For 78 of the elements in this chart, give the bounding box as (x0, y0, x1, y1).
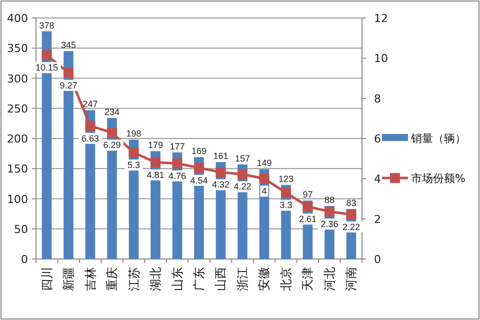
data-label: 2.36 (320, 219, 338, 230)
legend-label: 市场份额% (411, 172, 466, 185)
point (324, 206, 334, 217)
y2-tick-label: 10 (374, 52, 388, 66)
x-tick-label: 山西 (214, 267, 228, 291)
data-label: 234 (104, 107, 120, 118)
y2-tick-label: 4 (374, 172, 381, 186)
data-label: 6.29 (103, 140, 121, 150)
x-tick-label: 重庆 (105, 267, 120, 291)
data-label: 2.61 (298, 214, 317, 224)
data-label: 83 (346, 198, 356, 208)
data-label: 161 (213, 150, 228, 161)
data-label: 97 (302, 190, 313, 200)
point (302, 202, 313, 212)
y-tick-label: 300 (7, 72, 28, 86)
point (85, 120, 96, 131)
x-tick-label: 吉林 (83, 267, 98, 291)
x-tick-label: 江苏 (126, 267, 141, 291)
point (172, 158, 182, 168)
data-label: 169 (191, 146, 207, 156)
data-label: 345 (60, 40, 76, 50)
data-label: 2.22 (342, 222, 360, 232)
data-label: 4.22 (234, 182, 252, 192)
data-label: 149 (256, 158, 272, 168)
data-label: 4.81 (146, 170, 164, 180)
data-label: 9.27 (60, 80, 78, 90)
x-tick-label: 广东 (192, 267, 206, 291)
point (216, 167, 226, 178)
data-label: 3.3 (280, 200, 292, 210)
y-tick-label: 150 (7, 162, 28, 176)
x-tick-label: 天津 (300, 267, 315, 291)
y2-tick-label: 6 (374, 132, 381, 146)
point (42, 50, 52, 60)
point (150, 157, 161, 168)
y-tick-label: 100 (7, 192, 28, 206)
data-label: 4.32 (212, 180, 230, 190)
y-tick-label: 200 (7, 132, 28, 146)
data-label: 247 (82, 99, 98, 110)
x-tick-label: 湖北 (148, 267, 163, 291)
y-tick-label: 400 (7, 12, 28, 25)
point (64, 68, 74, 78)
y-tick-label: 350 (7, 42, 28, 56)
y-tick-label: 50 (14, 222, 28, 236)
x-tick-label: 浙江 (235, 267, 250, 291)
data-label: 123 (278, 174, 294, 184)
data-label: 88 (324, 194, 334, 205)
point (194, 162, 204, 173)
x-tick-label: 安徽 (257, 267, 272, 291)
y2-tick-label: 12 (374, 12, 388, 25)
data-label: 378 (39, 20, 54, 30)
x-tick-label: 河北 (322, 267, 336, 291)
point (237, 169, 248, 180)
data-label: 179 (148, 140, 164, 150)
y2-tick-label: 2 (374, 212, 381, 226)
legend-label: 销量（辆） (410, 132, 466, 145)
x-tick-label: 山东 (170, 267, 184, 291)
y-tick-label: 0 (21, 253, 28, 266)
point (107, 128, 118, 138)
data-label: 198 (126, 128, 142, 139)
data-label: 4 (262, 186, 267, 196)
point (259, 174, 270, 184)
x-tick-label: 河南 (344, 267, 358, 291)
point (280, 188, 291, 198)
point (128, 148, 139, 158)
x-tick-label: 新疆 (62, 267, 76, 291)
y-tick-label: 250 (7, 102, 28, 116)
data-label: 6.63 (81, 133, 100, 144)
y2-tick-label: 8 (374, 92, 381, 106)
data-label: 177 (170, 141, 185, 152)
data-label: 10.15 (36, 62, 58, 73)
y2-tick-label: 0 (374, 253, 381, 266)
data-label: 157 (234, 153, 250, 164)
x-tick-label: 北京 (278, 267, 293, 291)
data-label: 4.54 (190, 175, 208, 186)
x-tick-label: 四川 (40, 267, 54, 291)
data-label: 5.3 (128, 160, 140, 170)
data-label: 4.76 (168, 170, 186, 181)
point (346, 209, 356, 220)
